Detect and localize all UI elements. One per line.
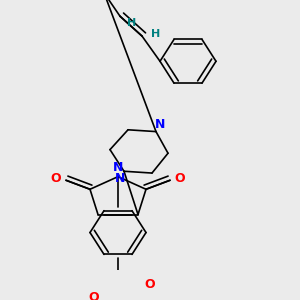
Text: N: N	[155, 118, 165, 131]
Text: H: H	[128, 18, 136, 28]
Text: O: O	[51, 172, 61, 185]
Text: N: N	[115, 172, 125, 185]
Text: O: O	[89, 291, 99, 300]
Text: H: H	[152, 29, 160, 39]
Text: O: O	[175, 172, 185, 185]
Text: N: N	[113, 161, 123, 174]
Text: O: O	[145, 278, 155, 291]
